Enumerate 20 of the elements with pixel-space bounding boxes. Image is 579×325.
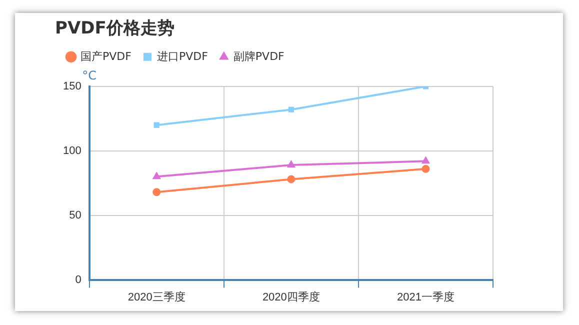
- legend-label: 进口PVDF: [156, 50, 208, 63]
- point: [421, 156, 430, 164]
- y-tick-label: 150: [62, 80, 82, 92]
- legend-label: 国产PVDF: [80, 50, 132, 63]
- y-tick-label: 100: [62, 144, 82, 157]
- point: [287, 175, 296, 184]
- chart-title: PVDF价格走势: [55, 18, 174, 39]
- point: [288, 106, 294, 112]
- point: [154, 122, 160, 128]
- x-tick-label: 2020四季度: [262, 290, 320, 304]
- point: [152, 172, 161, 180]
- point: [286, 160, 296, 168]
- point: [152, 188, 161, 196]
- legend-label: 副牌PVDF: [233, 50, 284, 63]
- y-tick-label: 0: [75, 274, 82, 286]
- y-tick-label: 50: [69, 209, 82, 222]
- x-tick-label: 2020三季度: [128, 290, 186, 304]
- y-axis-title: °C: [82, 68, 97, 83]
- x-tick-label: 2021一季度: [396, 290, 454, 304]
- point: [422, 164, 430, 173]
